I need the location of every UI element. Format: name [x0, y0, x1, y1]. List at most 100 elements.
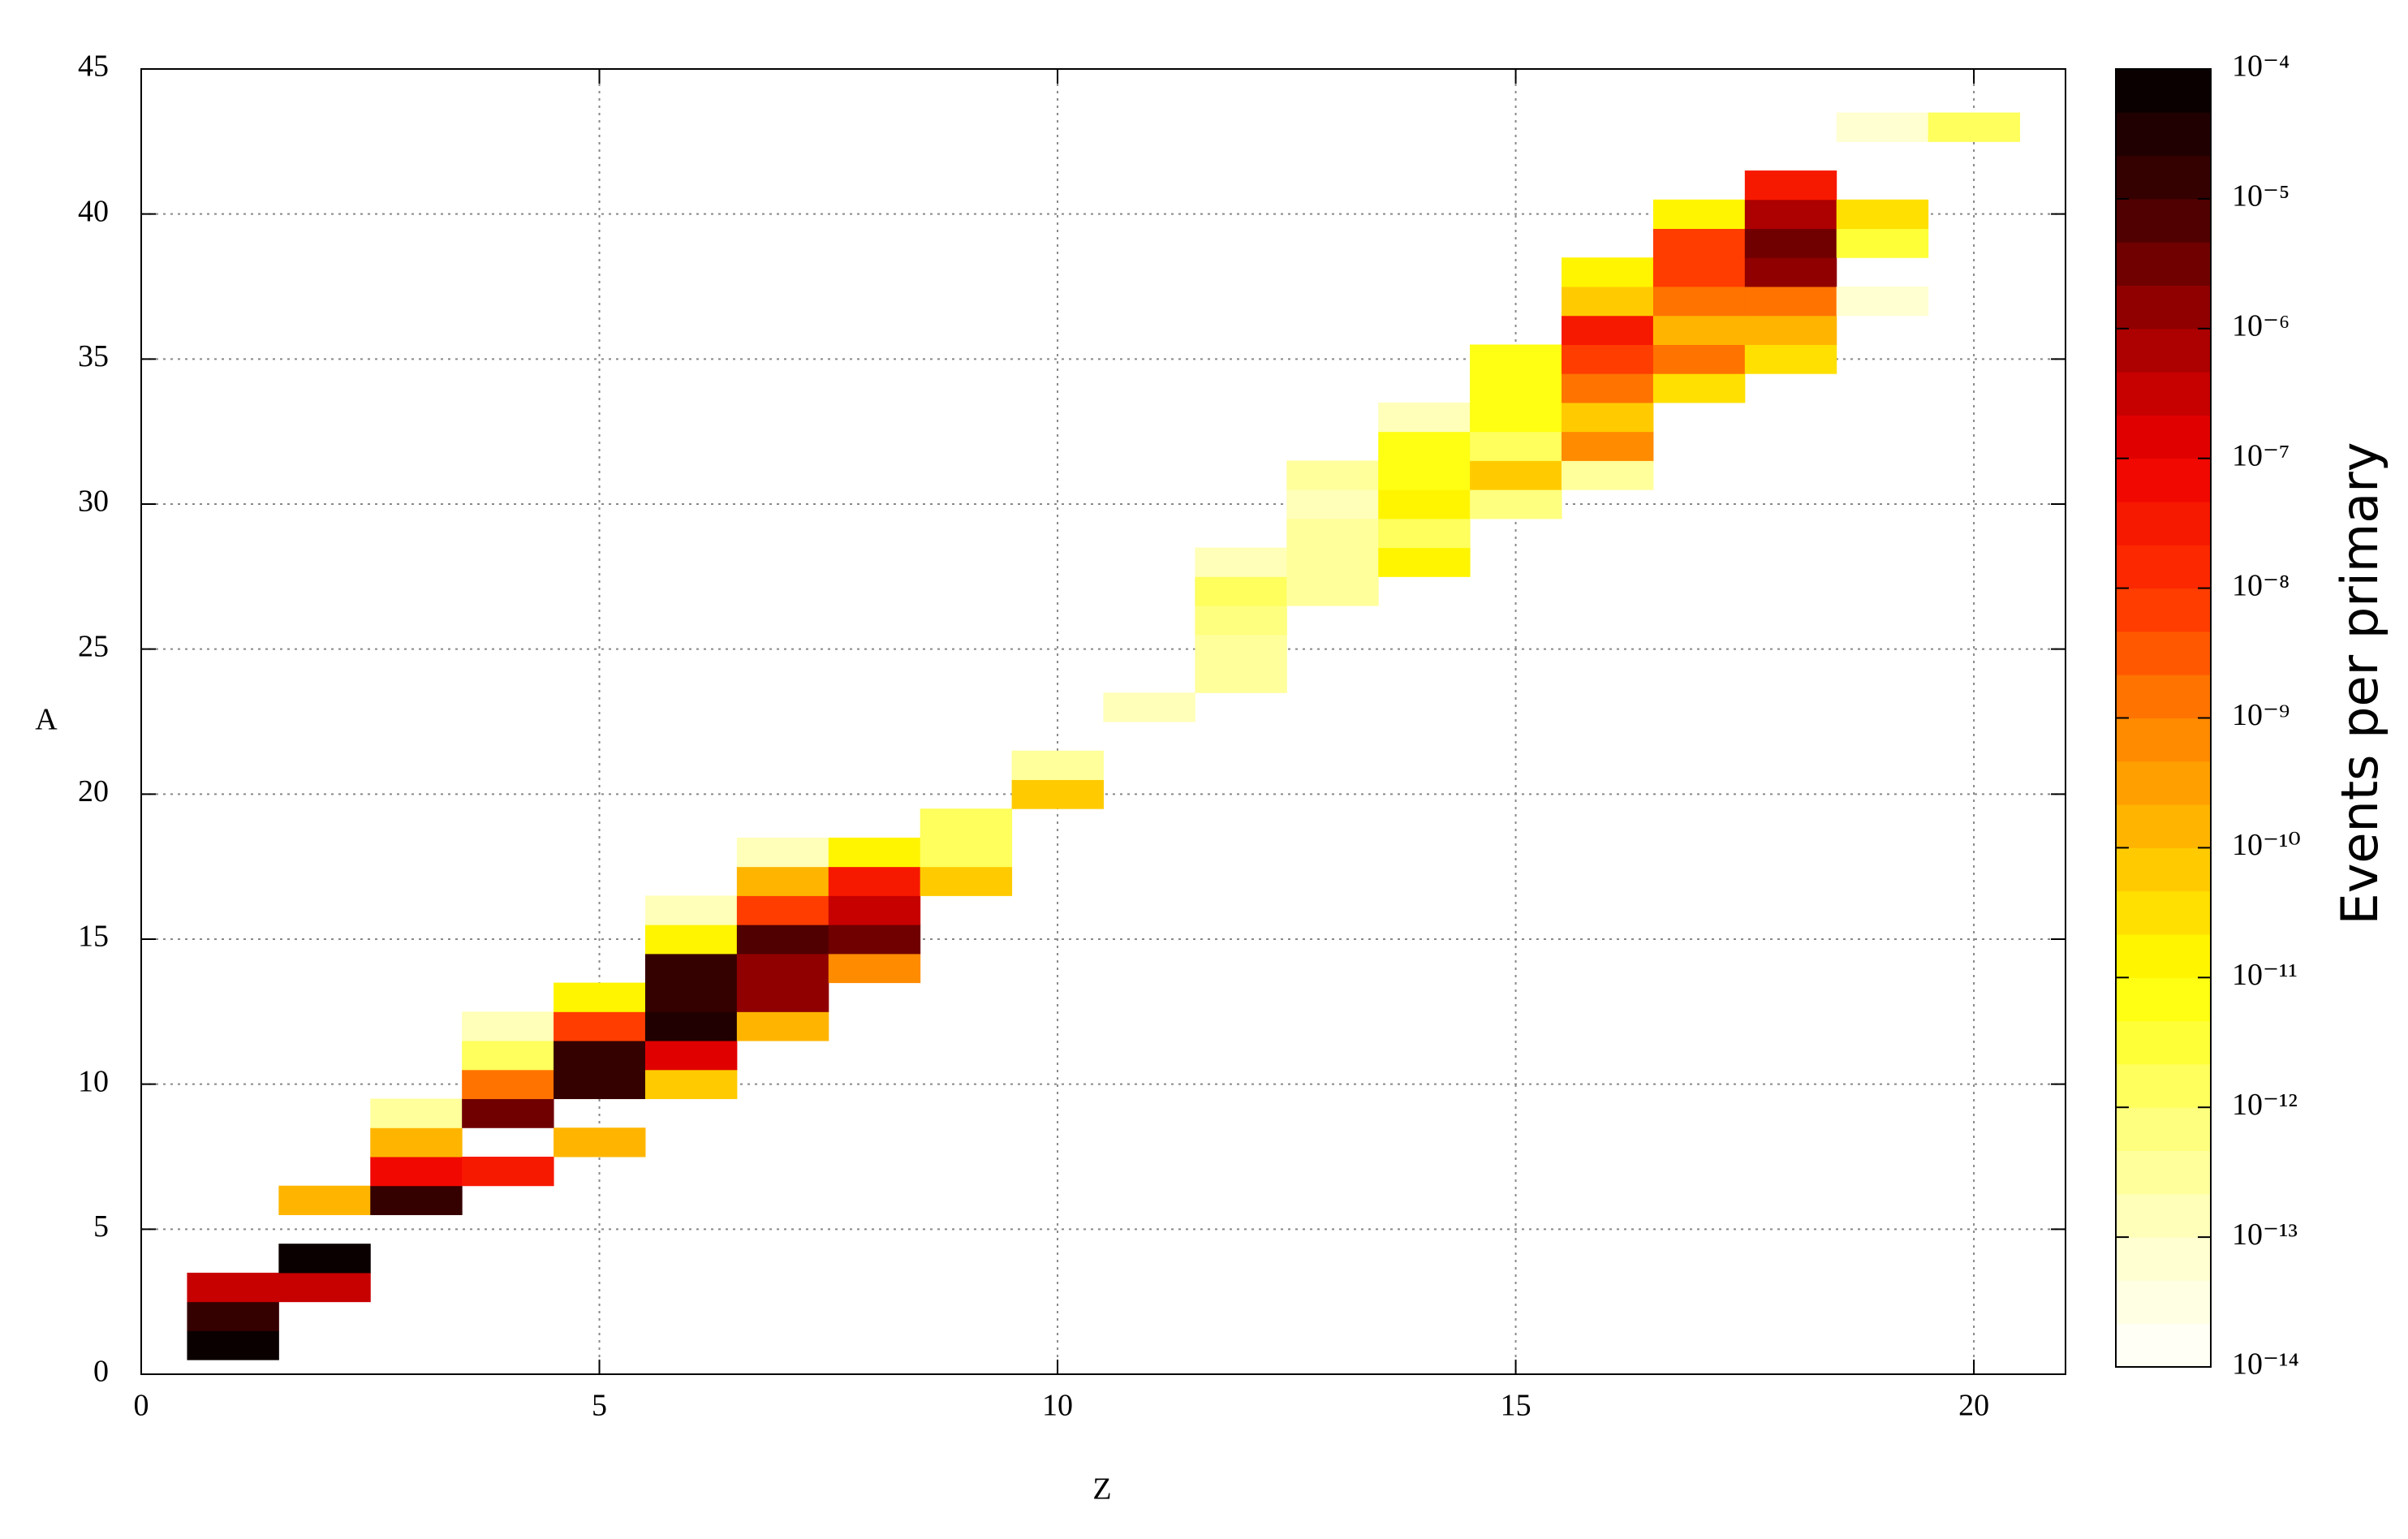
- colorbar-band: [2116, 1280, 2211, 1325]
- colorbar-title: Events per primary: [2330, 442, 2389, 925]
- heat-cell: [1562, 315, 1654, 345]
- heat-cell: [1836, 112, 1929, 142]
- heat-cell: [1652, 199, 1746, 230]
- heat-cell: [1011, 750, 1104, 780]
- heat-cell: [920, 866, 1013, 896]
- x-tick-label: 20: [1958, 1389, 1989, 1423]
- colorbar-band: [2116, 1063, 2211, 1108]
- heat-cell: [1286, 489, 1379, 519]
- heat-cell: [1103, 692, 1195, 722]
- heat-cell: [1470, 489, 1562, 519]
- heat-cell: [1744, 315, 1837, 345]
- heat-cell: [828, 895, 921, 925]
- colorbar-tick-label: 10⁻⁴: [2232, 50, 2290, 84]
- heat-cell: [1470, 373, 1562, 403]
- heat-cell: [462, 1011, 554, 1041]
- heat-cell: [1378, 547, 1471, 577]
- heat-cell: [554, 982, 646, 1012]
- heat-cell: [920, 808, 1013, 838]
- x-tick-label: 10: [1042, 1389, 1073, 1423]
- heat-cell: [1195, 663, 1287, 693]
- colorbar-tick-label: 10⁻¹³: [2232, 1218, 2298, 1252]
- y-tick-label: 0: [93, 1355, 109, 1389]
- heat-cell: [644, 1069, 738, 1100]
- colorbar-band: [2116, 545, 2211, 589]
- heat-cell: [1195, 547, 1287, 577]
- heat-cell: [554, 1011, 646, 1041]
- heat-cell: [644, 925, 738, 955]
- heat-cell: [1378, 402, 1471, 433]
- colorbar-band: [2116, 112, 2211, 157]
- heat-cell: [1562, 402, 1654, 433]
- heat-cell: [1011, 779, 1104, 809]
- colorbar-tick-label: 10⁻⁸: [2232, 568, 2290, 602]
- y-tick-label: 40: [78, 194, 109, 228]
- colorbar-band: [2116, 1150, 2211, 1195]
- heat-cell: [1470, 402, 1562, 433]
- heat-cell: [1470, 344, 1562, 374]
- heat-cell: [1378, 518, 1471, 549]
- heat-cell: [1378, 460, 1471, 490]
- heat-cell: [736, 925, 829, 955]
- y-tick-label: 20: [78, 774, 109, 808]
- colorbar-tick-label: 10⁻⁷: [2232, 438, 2290, 472]
- colorbar-band: [2116, 458, 2211, 502]
- colorbar-tick-label: 10⁻⁶: [2232, 309, 2290, 343]
- colorbar-band: [2116, 847, 2211, 892]
- colorbar-band: [2116, 890, 2211, 935]
- colorbar-band: [2116, 1323, 2211, 1368]
- heat-cell: [462, 1069, 554, 1100]
- heat-cell: [1562, 460, 1654, 490]
- heat-cell: [462, 1041, 554, 1071]
- colorbar-band: [2116, 934, 2211, 978]
- colorbar-band: [2116, 631, 2211, 675]
- heat-cell: [1470, 460, 1562, 490]
- heat-cell: [1744, 344, 1837, 374]
- colorbar-band: [2116, 804, 2211, 848]
- y-tick-label: 25: [78, 629, 109, 663]
- heat-cell: [1562, 287, 1654, 317]
- heat-cell: [644, 982, 738, 1012]
- heat-cell: [1562, 373, 1654, 403]
- heat-cell: [828, 866, 921, 896]
- x-tick-label: 0: [134, 1389, 149, 1423]
- heat-cell: [1470, 431, 1562, 461]
- heat-cell: [644, 895, 738, 925]
- heat-cell: [644, 1041, 738, 1071]
- heat-cell: [1286, 460, 1379, 490]
- heat-cell: [370, 1127, 463, 1157]
- heat-cell: [644, 953, 738, 984]
- y-tick-label: 15: [78, 920, 109, 954]
- colorbar-tick-label: 10⁻⁹: [2232, 698, 2290, 732]
- heat-cell: [462, 1098, 554, 1128]
- heat-cell: [278, 1272, 371, 1303]
- colorbar-band: [2116, 977, 2211, 1022]
- colorbar-tick-label: 10⁻¹²: [2232, 1088, 2298, 1122]
- colorbar-band: [2116, 1237, 2211, 1281]
- heat-cell: [1652, 287, 1746, 317]
- heat-cell: [554, 1127, 646, 1157]
- y-tick-label: 35: [78, 339, 109, 373]
- colorbar-tick-label: 10⁻⁵: [2232, 179, 2290, 213]
- heat-cell: [1652, 344, 1746, 374]
- colorbar-band: [2116, 588, 2211, 632]
- heat-cell: [644, 1011, 738, 1041]
- colorbar-band: [2116, 675, 2211, 718]
- heat-cell: [1286, 518, 1379, 549]
- heat-cell: [370, 1157, 463, 1187]
- heat-cell: [828, 837, 921, 868]
- colorbar-band: [2116, 69, 2211, 113]
- heat-cell: [1928, 112, 2021, 142]
- y-tick-label: 5: [93, 1209, 109, 1244]
- heat-cell: [828, 925, 921, 955]
- colorbar-band: [2116, 1020, 2211, 1065]
- heat-cell: [1286, 576, 1379, 606]
- colorbar-band: [2116, 502, 2211, 545]
- heat-cell: [1378, 431, 1471, 461]
- heat-cell: [736, 982, 829, 1012]
- heat-cell: [736, 866, 829, 896]
- colorbar-band: [2116, 1107, 2211, 1151]
- heat-cell: [1195, 606, 1287, 636]
- heat-cell: [554, 1069, 646, 1100]
